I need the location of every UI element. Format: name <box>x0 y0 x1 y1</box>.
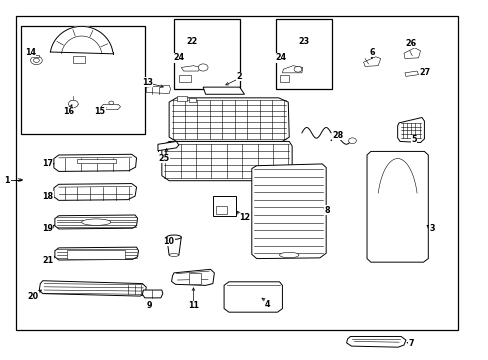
Text: 12: 12 <box>239 213 249 222</box>
Bar <box>276 19 331 89</box>
Polygon shape <box>404 71 418 76</box>
Text: 27: 27 <box>419 68 430 77</box>
Circle shape <box>198 64 207 71</box>
Bar <box>77 158 116 163</box>
Polygon shape <box>251 164 325 258</box>
Text: 14: 14 <box>25 48 36 57</box>
Polygon shape <box>101 104 120 109</box>
Polygon shape <box>162 141 291 181</box>
Text: 2: 2 <box>236 72 242 81</box>
Text: 11: 11 <box>187 301 199 310</box>
Circle shape <box>348 138 356 144</box>
Bar <box>73 57 85 63</box>
Ellipse shape <box>81 219 111 225</box>
Bar <box>33 55 39 58</box>
Polygon shape <box>366 152 427 262</box>
Circle shape <box>68 100 78 108</box>
Polygon shape <box>282 66 302 73</box>
Text: 8: 8 <box>324 206 329 215</box>
Bar <box>174 19 239 89</box>
Circle shape <box>33 58 39 63</box>
Text: 25: 25 <box>159 154 169 163</box>
Text: 3: 3 <box>428 224 434 233</box>
Text: 26: 26 <box>405 39 415 48</box>
Text: 7: 7 <box>407 339 413 348</box>
Text: 24: 24 <box>173 53 184 62</box>
Text: 21: 21 <box>42 256 53 265</box>
Polygon shape <box>403 48 420 59</box>
Polygon shape <box>50 26 113 54</box>
Text: 5: 5 <box>410 135 416 144</box>
Circle shape <box>109 101 114 105</box>
Polygon shape <box>181 66 201 71</box>
Polygon shape <box>146 85 170 94</box>
Polygon shape <box>166 237 181 255</box>
Text: 16: 16 <box>63 107 74 116</box>
Polygon shape <box>54 154 136 171</box>
Text: 15: 15 <box>94 107 105 116</box>
Bar <box>21 26 144 134</box>
Bar <box>188 98 196 102</box>
Text: 9: 9 <box>146 301 152 310</box>
Bar <box>179 75 191 82</box>
Bar <box>188 273 201 284</box>
Bar <box>177 96 187 102</box>
Ellipse shape <box>279 252 298 258</box>
Polygon shape <box>39 281 146 296</box>
Text: 18: 18 <box>42 192 53 201</box>
Bar <box>212 196 236 216</box>
Text: 28: 28 <box>331 131 343 140</box>
Polygon shape <box>171 269 214 285</box>
Circle shape <box>293 66 301 72</box>
Text: 17: 17 <box>42 159 53 168</box>
Text: 1: 1 <box>4 176 10 185</box>
Text: 19: 19 <box>42 224 53 233</box>
Polygon shape <box>142 290 163 298</box>
Bar <box>67 249 125 258</box>
Polygon shape <box>55 247 138 260</box>
Polygon shape <box>169 98 288 141</box>
Circle shape <box>30 56 42 64</box>
Polygon shape <box>55 215 137 229</box>
Text: 23: 23 <box>298 37 309 46</box>
Text: 20: 20 <box>27 292 39 301</box>
Polygon shape <box>158 141 179 151</box>
Bar <box>216 206 226 214</box>
Text: 6: 6 <box>368 48 374 57</box>
Bar <box>279 75 288 82</box>
Polygon shape <box>224 282 282 312</box>
Text: 24: 24 <box>275 53 286 62</box>
Text: 10: 10 <box>163 237 174 246</box>
Ellipse shape <box>166 235 181 239</box>
Polygon shape <box>54 184 136 201</box>
Text: 22: 22 <box>186 37 197 46</box>
Text: 13: 13 <box>142 78 152 87</box>
Bar <box>16 16 458 330</box>
Polygon shape <box>203 87 244 94</box>
Ellipse shape <box>169 253 179 256</box>
Polygon shape <box>346 337 405 347</box>
Polygon shape <box>397 117 424 143</box>
Polygon shape <box>363 57 380 66</box>
Text: 4: 4 <box>264 300 270 309</box>
